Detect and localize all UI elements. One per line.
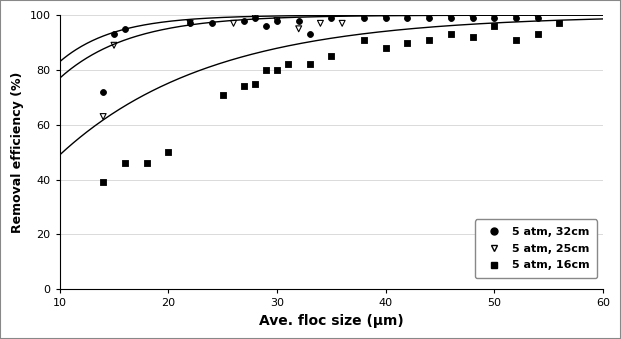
Point bbox=[359, 15, 369, 21]
Point bbox=[555, 21, 564, 26]
Point bbox=[294, 26, 304, 32]
Point bbox=[240, 84, 250, 89]
Point bbox=[272, 18, 282, 23]
Point bbox=[468, 34, 478, 40]
Point bbox=[250, 81, 260, 86]
Point bbox=[381, 15, 391, 21]
Point bbox=[98, 114, 108, 119]
Point bbox=[120, 160, 130, 166]
Point bbox=[250, 15, 260, 21]
Point bbox=[261, 23, 271, 29]
Point bbox=[511, 37, 521, 42]
Point bbox=[326, 54, 336, 59]
Point bbox=[511, 15, 521, 21]
Point bbox=[229, 21, 238, 26]
Point bbox=[489, 15, 499, 21]
Point bbox=[511, 15, 521, 21]
Point bbox=[381, 45, 391, 51]
Point bbox=[424, 15, 434, 21]
Point bbox=[446, 32, 456, 37]
Point bbox=[98, 180, 108, 185]
Point bbox=[533, 32, 543, 37]
Point bbox=[185, 21, 195, 26]
Point bbox=[489, 15, 499, 21]
Point bbox=[109, 43, 119, 48]
Point bbox=[120, 26, 130, 32]
Point bbox=[359, 37, 369, 42]
Point bbox=[326, 15, 336, 21]
Point bbox=[315, 21, 325, 26]
Point bbox=[533, 15, 543, 21]
Point bbox=[283, 62, 293, 67]
Legend: 5 atm, 32cm, 5 atm, 25cm, 5 atm, 16cm: 5 atm, 32cm, 5 atm, 25cm, 5 atm, 16cm bbox=[475, 219, 597, 278]
Point bbox=[109, 32, 119, 37]
Point bbox=[261, 67, 271, 73]
Point bbox=[304, 62, 314, 67]
Y-axis label: Removal efficiency (%): Removal efficiency (%) bbox=[11, 72, 24, 233]
Point bbox=[163, 149, 173, 155]
Point bbox=[402, 15, 412, 21]
Point bbox=[359, 15, 369, 21]
Point bbox=[250, 15, 260, 21]
Point bbox=[424, 15, 434, 21]
Point bbox=[402, 40, 412, 45]
Point bbox=[98, 89, 108, 95]
Point bbox=[240, 18, 250, 23]
Point bbox=[294, 18, 304, 23]
Point bbox=[533, 15, 543, 21]
Point bbox=[489, 23, 499, 29]
Point bbox=[185, 21, 195, 26]
Point bbox=[337, 21, 347, 26]
Point bbox=[142, 160, 152, 166]
Point bbox=[424, 37, 434, 42]
Point bbox=[272, 18, 282, 23]
Point bbox=[381, 15, 391, 21]
Point bbox=[304, 32, 314, 37]
Point bbox=[272, 67, 282, 73]
Point bbox=[402, 15, 412, 21]
Point bbox=[207, 21, 217, 26]
X-axis label: Ave. floc size (μm): Ave. floc size (μm) bbox=[259, 314, 404, 328]
Point bbox=[468, 15, 478, 21]
Point bbox=[468, 15, 478, 21]
Point bbox=[218, 92, 228, 97]
Point bbox=[446, 15, 456, 21]
Point bbox=[446, 15, 456, 21]
